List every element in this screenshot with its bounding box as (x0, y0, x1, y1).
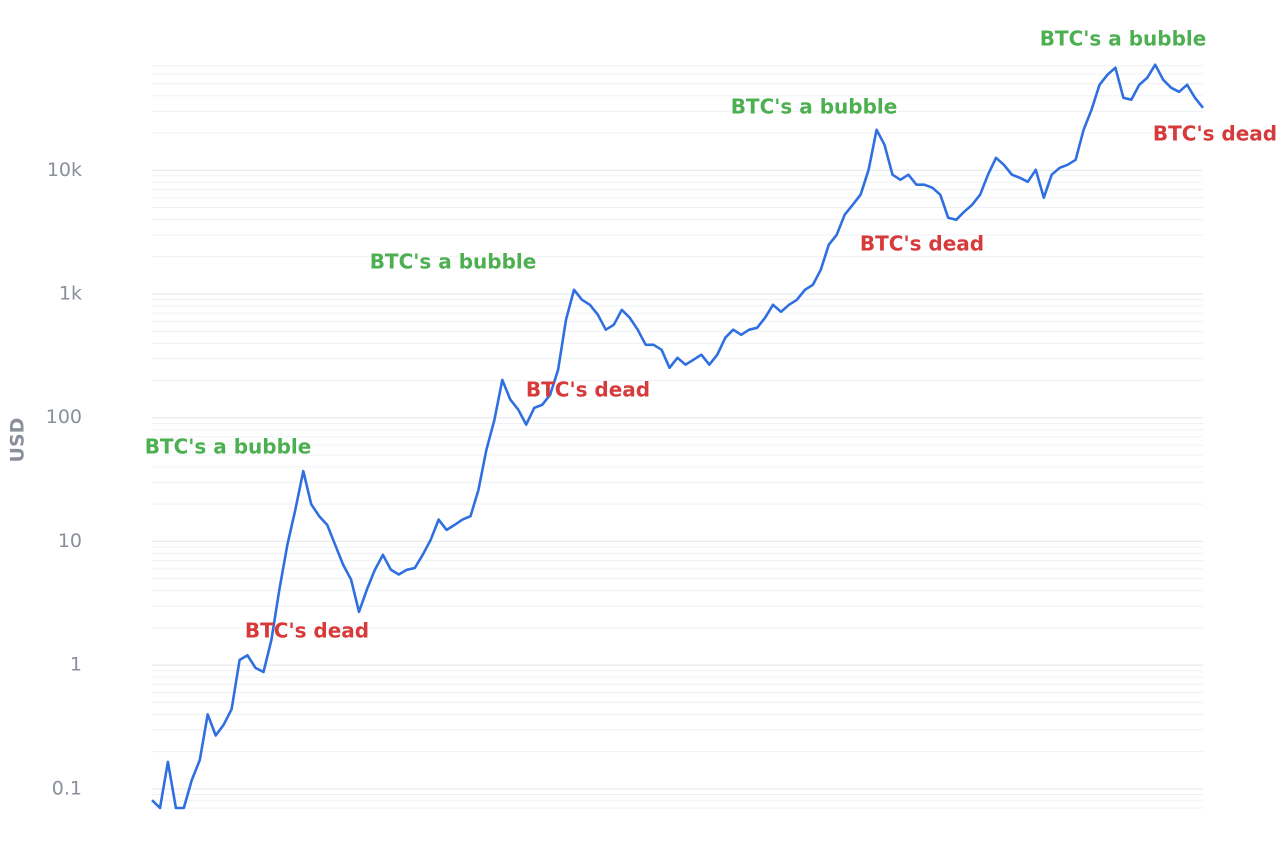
annotation: BTC's dead (526, 378, 650, 402)
y-tick-label: 1k (59, 282, 82, 304)
y-tick-label: 1 (70, 654, 82, 676)
y-axis-label: USD (7, 418, 29, 463)
annotation: BTC's dead (1153, 122, 1277, 146)
annotation: BTC's dead (860, 232, 984, 256)
price-line (151, 63, 1205, 810)
y-tick-label: 10 (58, 530, 82, 552)
y-tick-label: 10k (47, 159, 82, 181)
annotation: BTC's a bubble (145, 435, 312, 459)
annotation: BTC's a bubble (1040, 27, 1207, 51)
y-tick-label: 100 (46, 406, 82, 428)
y-tick-label: 0.1 (52, 777, 82, 799)
annotation: BTC's dead (245, 619, 369, 643)
annotation: BTC's a bubble (370, 250, 537, 274)
annotation: BTC's a bubble (731, 95, 898, 119)
